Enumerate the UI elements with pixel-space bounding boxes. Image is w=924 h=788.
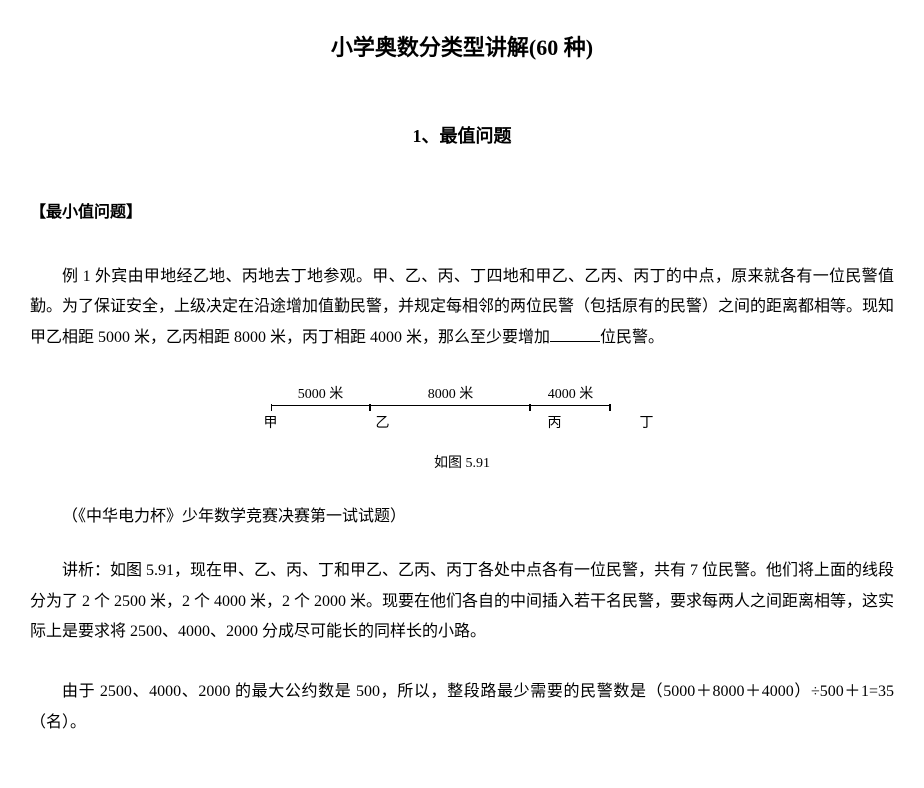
tick — [609, 404, 611, 411]
problem-source: （《中华电力杯》少年数学竞赛决赛第一试试题） — [30, 502, 894, 526]
section-title: 1、最值问题 — [30, 122, 894, 148]
point-d: 丁 — [640, 412, 654, 432]
conclusion-paragraph: 由于 2500、4000、2000 的最大公约数是 500，所以，整段路最少需要… — [30, 677, 894, 738]
segment-3: 4000 米 — [531, 383, 611, 406]
para1-text: 例 1 外宾由甲地经乙地、丙地去丁地参观。甲、乙、丙、丁四地和甲乙、乙丙、丙丁的… — [30, 268, 894, 346]
figure-caption: 如图 5.91 — [30, 452, 894, 472]
page-title: 小学奥数分类型讲解(60 种) — [30, 30, 894, 62]
tick — [271, 404, 273, 411]
analysis-paragraph: 讲析：如图 5.91，现在甲、乙、丙、丁和甲乙、乙丙、丙丁各处中点各有一位民警，… — [30, 556, 894, 647]
segment-1-label: 5000 米 — [298, 387, 344, 402]
number-line-points: 甲 乙 丙 丁 — [271, 412, 654, 432]
segment-1: 5000 米 — [271, 383, 371, 406]
fill-blank — [550, 326, 600, 342]
number-line-segments: 5000 米 8000 米 4000 米 — [271, 383, 654, 406]
example-paragraph: 例 1 外宾由甲地经乙地、丙地去丁地参观。甲、乙、丙、丁四地和甲乙、乙丙、丙丁的… — [30, 262, 894, 353]
point-c: 丙 — [548, 412, 562, 432]
figure: 5000 米 8000 米 4000 米 甲 乙 丙 丁 如图 5.91 — [30, 383, 894, 472]
para1-tail: 位民警。 — [600, 329, 664, 346]
segment-3-label: 4000 米 — [548, 387, 594, 402]
segment-2: 8000 米 — [371, 383, 531, 406]
segment-2-label: 8000 米 — [428, 387, 474, 402]
number-line: 5000 米 8000 米 4000 米 甲 乙 丙 丁 — [271, 383, 654, 432]
sub-heading: 【最小值问题】 — [30, 198, 894, 222]
point-b: 乙 — [376, 412, 390, 432]
point-a: 甲 — [264, 412, 278, 432]
